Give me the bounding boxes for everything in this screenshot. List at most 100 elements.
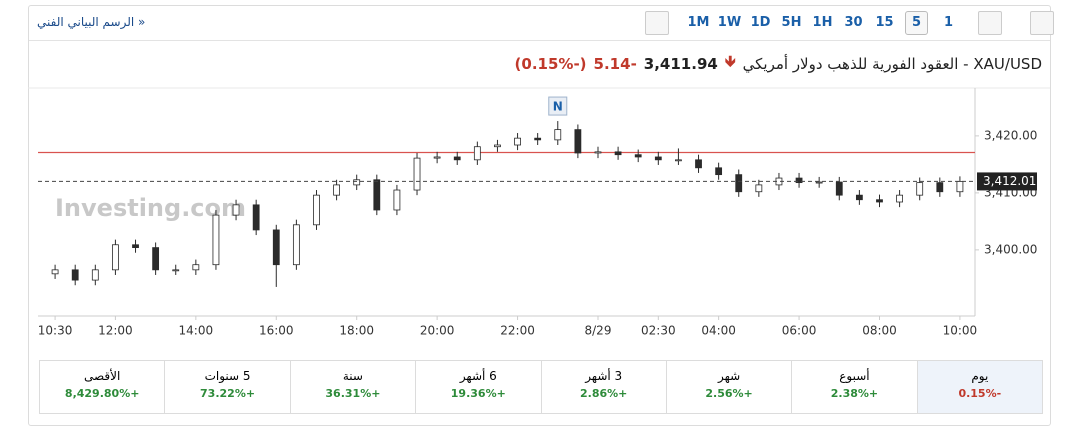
x-tick-label: 06:00 <box>782 324 817 338</box>
timeframe-button[interactable]: 30 <box>844 15 863 30</box>
change-pct: (-0.15%) <box>514 54 587 73</box>
candle-body <box>654 156 662 161</box>
last-price-box <box>977 172 1037 191</box>
period-change: +19.36% <box>450 387 506 400</box>
timeframe-button[interactable]: 1 <box>943 15 954 30</box>
period-label: 3 أشهر <box>585 369 623 383</box>
x-tick-label: 02:30 <box>641 324 676 338</box>
x-tick-label: 12:00 <box>98 324 133 338</box>
down-arrow: 🡻 <box>724 52 736 70</box>
x-tick-label: 14:00 <box>179 324 214 338</box>
x-tick-label: 10:30 <box>38 324 73 338</box>
widget: الرسم البياني الفني » 1M 1W 1D 5H 1H 30 15 5 1 X… <box>28 5 1054 426</box>
period-label: سنة <box>342 369 363 383</box>
candle-body <box>815 181 823 184</box>
candle-body <box>413 157 421 191</box>
timeframe-button[interactable]: 15 <box>875 15 894 30</box>
change: -5.14 <box>593 54 637 73</box>
timeframe-button[interactable]: 1H <box>812 15 833 30</box>
timeframe-button[interactable]: 1D <box>750 15 771 30</box>
instrument-title: XAU/USD - العقود الفورية للذهب دولار أمر… <box>742 54 1042 73</box>
performance-cell[interactable]: الأقصى +8,429.80% <box>40 361 164 413</box>
timeframe-button[interactable]: 5H <box>781 15 802 30</box>
candle-body <box>91 269 99 281</box>
candle-body <box>695 159 702 169</box>
x-tick-label: 18:00 <box>339 324 374 338</box>
candle-body <box>373 179 381 211</box>
candle-body <box>594 151 602 154</box>
period-label: يوم <box>971 369 989 383</box>
period-label: 6 أشهر <box>459 369 497 383</box>
period-change: -0.15% <box>958 387 1002 400</box>
timeframe-button[interactable]: 1W <box>717 15 742 30</box>
candle-body <box>936 182 944 193</box>
candle-body <box>634 154 642 158</box>
period-change: +2.38% <box>830 387 879 400</box>
timeframe-button[interactable]: 1M <box>687 15 710 30</box>
candle-body <box>494 144 501 148</box>
candle-body <box>574 129 582 154</box>
period-change: +36.31% <box>325 387 381 400</box>
period-change: +2.86% <box>579 387 628 400</box>
toolbar: الرسم البياني الفني » 1M 1W 1D 5H 1H 30 15 5 1 <box>29 6 1054 41</box>
candle-body <box>132 244 139 248</box>
x-tick-label: 22:00 <box>500 324 535 338</box>
performance-cell[interactable]: 5 سنوات +73.22% <box>164 361 289 413</box>
candle-body <box>212 214 220 266</box>
candle-body <box>554 129 562 141</box>
candle-body <box>51 269 59 275</box>
candle-chart-icon[interactable] <box>1030 11 1054 35</box>
candle-body <box>292 224 300 266</box>
candle-body <box>112 244 119 271</box>
performance-cell[interactable]: يوم -0.15% <box>916 361 1042 413</box>
candle-body <box>473 146 481 161</box>
candle-body <box>534 137 542 141</box>
candle-body <box>313 194 320 226</box>
timeframe-button[interactable]: 5 <box>905 11 928 35</box>
candle-body <box>514 137 521 146</box>
candle-body <box>453 156 461 161</box>
period-change: +2.56% <box>705 387 753 400</box>
performance-cell[interactable]: سنة +36.31% <box>289 361 415 413</box>
candle-body <box>71 269 79 281</box>
candle-body <box>876 199 883 203</box>
candle-body <box>172 269 180 272</box>
candle-body <box>675 159 682 162</box>
candle-body <box>333 184 340 196</box>
timeframes: 1M 1W 1D 5H 1H 30 15 5 1 <box>631 11 1068 35</box>
last-price-label: 3,412.01 <box>983 174 1036 188</box>
period-label: شهر <box>717 369 741 383</box>
candle-body <box>252 204 260 231</box>
candle-body <box>835 181 843 196</box>
candle-body <box>614 151 622 156</box>
performance-cell[interactable]: 6 أشهر +19.36% <box>415 361 540 413</box>
x-tick-label: 08:00 <box>862 324 897 338</box>
x-tick-label: 16:00 <box>259 324 294 338</box>
candle-body <box>855 194 863 201</box>
layout-icon[interactable] <box>645 11 669 35</box>
candle-body <box>192 264 200 271</box>
candle-body <box>795 177 803 184</box>
candle-body <box>755 184 763 193</box>
period-change: +73.22% <box>200 387 256 400</box>
x-tick-label: 20:00 <box>420 324 455 338</box>
candle-body <box>916 182 924 196</box>
candle-body <box>715 167 723 176</box>
performance-table: يوم -0.15% أسبوع +2.38% شهر +2.56% 3 أشهر +2.86… <box>39 360 1043 414</box>
period-label: الأقصى <box>84 369 121 383</box>
performance-cell[interactable]: شهر +2.56% <box>665 361 791 413</box>
line-chart-icon[interactable] <box>978 11 1002 35</box>
performance-cell[interactable]: أسبوع +2.38% <box>791 361 916 413</box>
candle-body <box>956 181 964 193</box>
candle-body <box>896 194 903 203</box>
candle-body <box>152 247 160 271</box>
y-tick-label: 3,420.00 <box>984 128 1037 142</box>
price: 3,411.94 <box>643 54 718 73</box>
candle-body <box>272 229 280 266</box>
period-label: أسبوع <box>839 369 870 383</box>
chart-link[interactable]: الرسم البياني الفني » <box>37 15 146 29</box>
candle-body <box>393 189 401 211</box>
candle-body <box>433 156 441 159</box>
x-tick-label: 04:00 <box>701 324 736 338</box>
performance-cell[interactable]: 3 أشهر +2.86% <box>540 361 666 413</box>
